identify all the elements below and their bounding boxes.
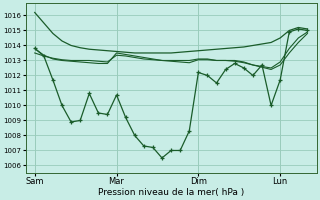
X-axis label: Pression niveau de la mer( hPa ): Pression niveau de la mer( hPa )	[98, 188, 244, 197]
